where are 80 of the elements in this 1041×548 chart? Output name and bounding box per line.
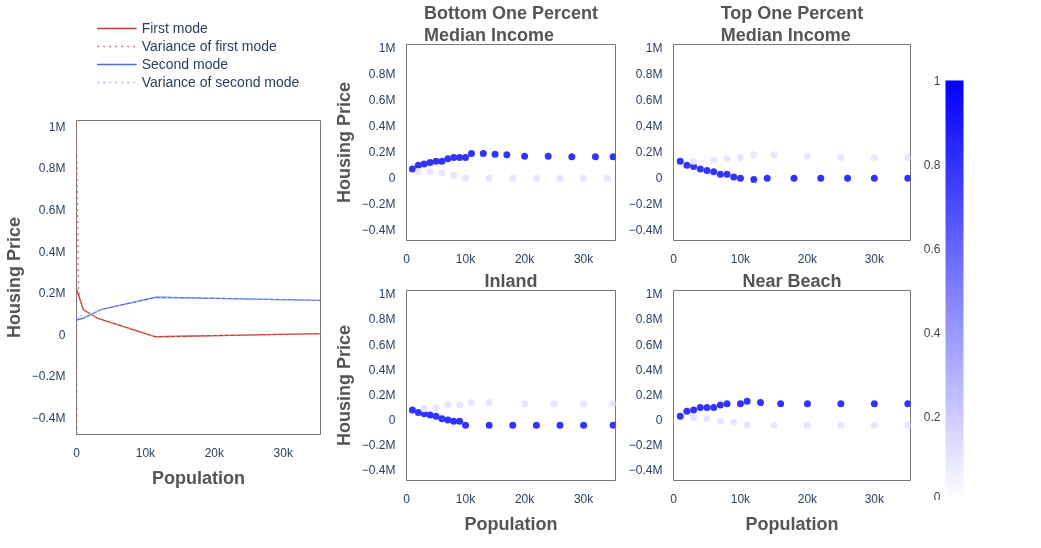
x-axis-title: Population [152, 467, 246, 488]
y-tick-label: 0.6M [38, 202, 66, 217]
x-tick-label: 0 [403, 251, 411, 266]
x-tick-label: 0 [403, 491, 411, 506]
x-tick-label: 20k [797, 251, 819, 266]
y-tick-label: −0.2M [361, 438, 396, 453]
y-tick-label: 0 [655, 171, 663, 186]
y-tick-label: −0.2M [31, 369, 66, 384]
line-series [76, 288, 321, 338]
y-tick-label: 0.4M [38, 244, 66, 259]
color-bar-label: 0.8 [923, 158, 941, 172]
y-tick-label: 0.4M [635, 362, 663, 377]
y-tick-label: 0.6M [635, 337, 663, 352]
x-tick-label: 20k [797, 491, 819, 506]
x-tick-label: 0 [73, 445, 81, 460]
y-tick-label: 0.8M [368, 312, 396, 327]
x-tick-label: 10k [135, 445, 157, 460]
y-tick-label: 0.2M [635, 387, 663, 402]
y-tick-label: 0.4M [368, 119, 396, 134]
chart-title: Top One Percent Median Income [720, 2, 864, 45]
y-tick-label: 0.8M [368, 67, 396, 82]
y-tick-label: 1M [378, 287, 396, 302]
x-axis-title: Population [464, 513, 558, 534]
y-tick-label: −0.4M [628, 223, 663, 238]
y-tick-label: −0.2M [628, 197, 663, 212]
x-tick-label: 30k [273, 445, 294, 460]
y-tick-label: 0.2M [368, 387, 396, 402]
chart-title: Inland [484, 270, 538, 291]
x-tick-label: 10k [455, 251, 477, 266]
y-axis-title: Housing Price [333, 81, 354, 204]
y-tick-label: 0.4M [635, 119, 663, 134]
y-tick-label: 1M [48, 119, 66, 134]
y-tick-label: 0.2M [38, 286, 66, 301]
y-tick-label: 0 [58, 327, 66, 342]
x-tick-label: 0 [670, 491, 678, 506]
y-tick-label: 1M [645, 287, 663, 302]
y-tick-label: 0 [388, 171, 396, 186]
y-tick-label: 0 [388, 413, 396, 428]
legend-label: First mode [141, 19, 208, 37]
y-tick-label: −0.4M [361, 223, 396, 238]
chart-title: Near Beach [742, 270, 842, 291]
x-tick-label: 20k [514, 251, 536, 266]
y-tick-label: 0.6M [368, 337, 396, 352]
y-tick-label: −0.4M [361, 463, 396, 478]
y-tick-label: 0.8M [38, 161, 66, 176]
y-tick-label: 1M [378, 41, 396, 56]
y-tick-label: 0.4M [368, 362, 396, 377]
x-tick-label: 10k [455, 491, 477, 506]
x-tick-label: 30k [864, 491, 886, 506]
y-tick-label: 0 [655, 413, 663, 428]
y-tick-label: 0.2M [368, 145, 396, 160]
y-tick-label: −0.4M [628, 463, 663, 478]
x-tick-label: 0 [670, 251, 678, 266]
y-tick-label: −0.4M [31, 410, 66, 425]
color-bar-label: 0.4 [923, 326, 941, 340]
y-tick-label: 0.6M [368, 93, 396, 108]
legend-label: Second mode [141, 55, 229, 73]
y-tick-label: 0.2M [635, 145, 663, 160]
y-tick-label: 0.6M [635, 93, 663, 108]
y-tick-label: −0.2M [361, 197, 396, 212]
color-bar-label: 0.6 [923, 242, 941, 256]
y-tick-label: 1M [645, 41, 663, 56]
color-bar-label: 0.2 [923, 410, 941, 424]
x-tick-label: 20k [514, 491, 536, 506]
y-tick-label: 0.8M [635, 312, 663, 327]
x-tick-label: 20k [204, 445, 226, 460]
y-axis-title: Housing Price [3, 216, 24, 339]
color-bar-label: 1 [933, 74, 941, 88]
x-tick-label: 30k [864, 251, 886, 266]
x-tick-label: 30k [573, 251, 595, 266]
x-tick-label: 10k [730, 491, 752, 506]
x-tick-label: 30k [573, 491, 595, 506]
x-tick-label: 10k [730, 251, 752, 266]
y-tick-label: 0.8M [635, 67, 663, 82]
y-axis-title: Housing Price [333, 324, 354, 447]
legend-label: Variance of first mode [141, 37, 277, 55]
y-tick-label: −0.2M [628, 438, 663, 453]
x-axis-title: Population [745, 513, 839, 534]
chart-title: Bottom One Percent Median Income [423, 2, 599, 45]
legend-label: Variance of second mode [141, 73, 300, 91]
